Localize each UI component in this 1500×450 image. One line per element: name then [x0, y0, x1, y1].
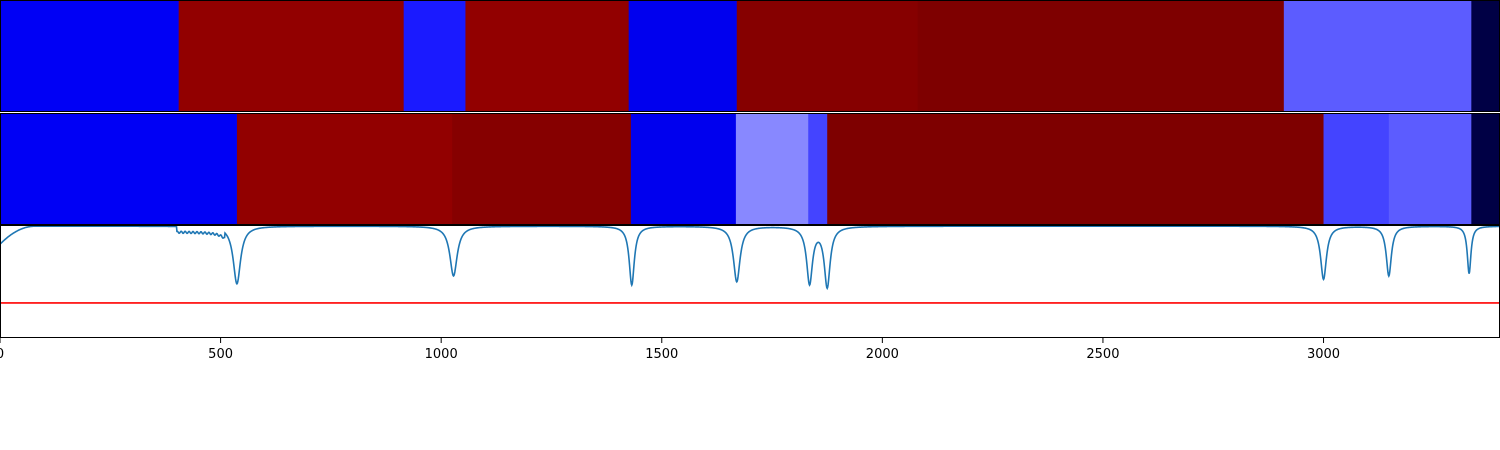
- x-tick-label: 0: [0, 347, 4, 362]
- heatmap-segment: [628, 0, 738, 112]
- heatmap-segment: [1283, 0, 1472, 112]
- heatmap-segment: [1323, 113, 1390, 225]
- heatmap-segment: [735, 113, 809, 225]
- heatmap-segment: [1388, 113, 1472, 225]
- x-tick-label: 500: [208, 347, 233, 362]
- x-tick-label: 1500: [645, 347, 678, 362]
- heatmap-segment: [827, 113, 1325, 225]
- heatmap-segment: [1471, 113, 1500, 225]
- signal-line: [0, 225, 1500, 291]
- heatmap-segment: [236, 113, 453, 225]
- heatmap-segment: [452, 113, 632, 225]
- heatmap-segment: [808, 113, 828, 225]
- heatmap-segment: [630, 113, 737, 225]
- heatmap-panel-middle: [0, 113, 1500, 225]
- heatmap-segment: [917, 0, 1285, 112]
- heatmap-panel-top: [0, 0, 1500, 112]
- heatmap-segment: [178, 0, 405, 112]
- heatmap-segment: [1471, 0, 1500, 112]
- heatmap-segment: [0, 0, 180, 112]
- panel-frame: [0, 225, 1500, 338]
- x-tick-label: 1000: [425, 347, 458, 362]
- x-tick-label: 2000: [866, 347, 899, 362]
- line-plot-panel: [0, 225, 1500, 338]
- x-axis: 0 500 1000 1500 2000 2500 3000: [0, 338, 1340, 362]
- x-tick-label: 2500: [1086, 347, 1119, 362]
- heatmap-segment: [403, 0, 467, 112]
- x-tick-label: 3000: [1307, 347, 1340, 362]
- heatmap-segment: [0, 113, 238, 225]
- heatmap-segment: [465, 0, 630, 112]
- heatmap-segment: [736, 0, 919, 112]
